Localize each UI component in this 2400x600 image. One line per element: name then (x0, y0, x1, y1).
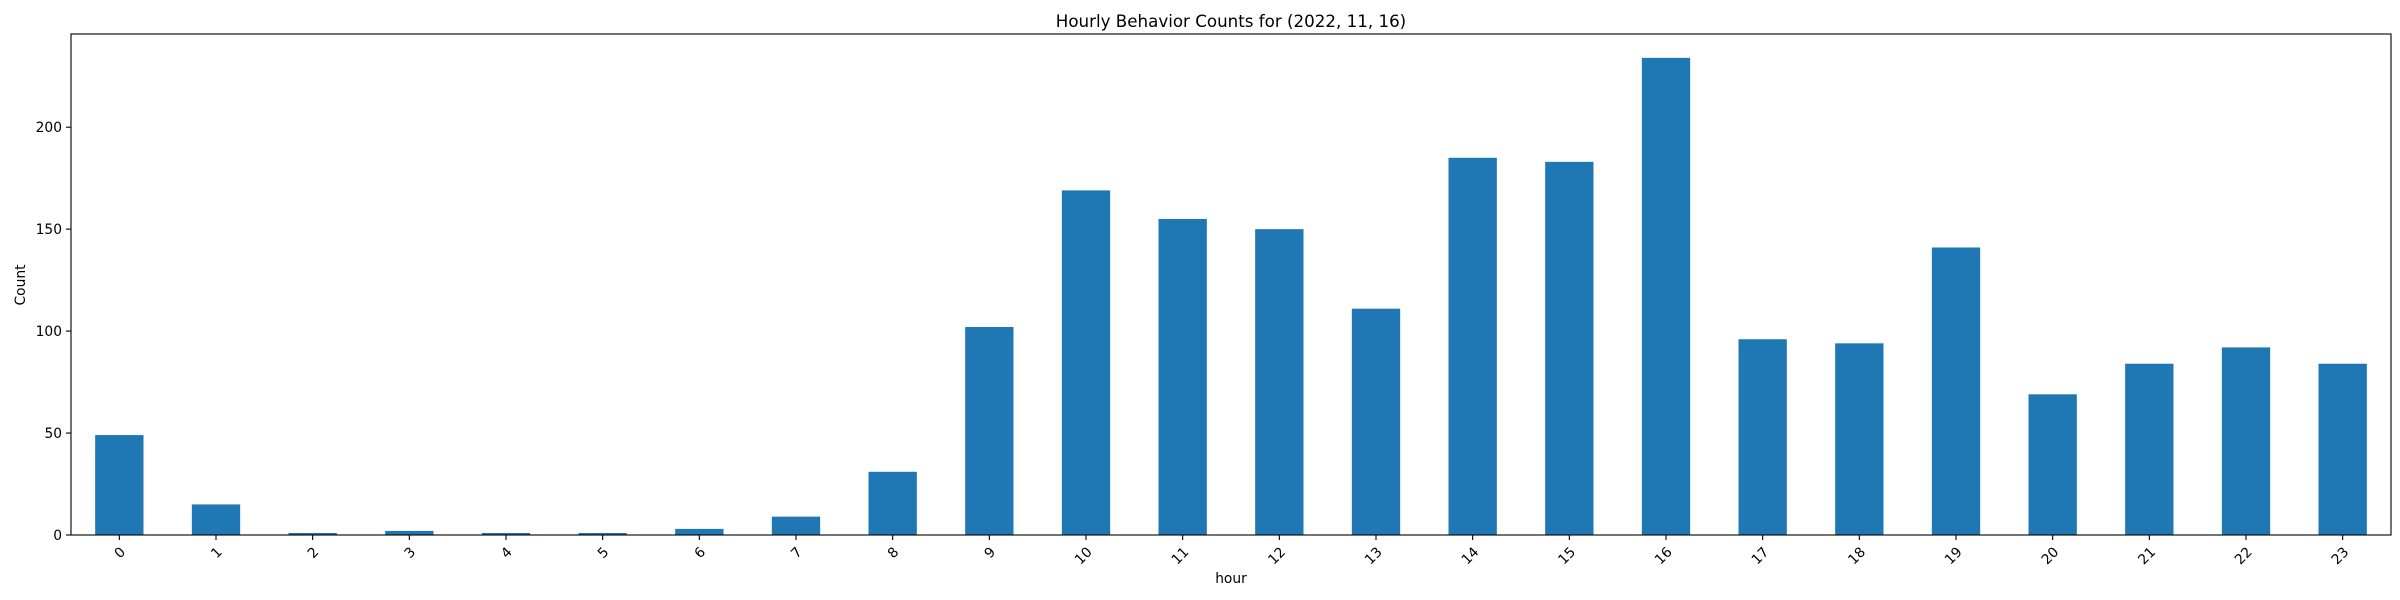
x-tick-label: 20 (2039, 544, 2063, 568)
y-tick-label: 50 (44, 426, 62, 442)
x-tick-label: 21 (2135, 544, 2159, 568)
bar-hour-0 (95, 435, 144, 535)
bar-hour-19 (1931, 247, 1981, 535)
bar-hour-18 (1835, 343, 1884, 535)
x-tick-label: 12 (1265, 544, 1289, 568)
bar-hour-16 (1641, 57, 1691, 535)
x-tick-label: 1 (208, 544, 226, 562)
x-axis-label: hour (1215, 571, 1247, 587)
x-tick-label: 5 (595, 544, 613, 562)
y-tick-label: 200 (36, 120, 62, 136)
x-tick-label: 16 (1652, 544, 1676, 568)
y-tick-label: 150 (36, 222, 62, 238)
y-axis-label: Count (13, 264, 29, 306)
plot-frame (70, 33, 2392, 536)
bar-hour-1 (191, 504, 241, 535)
bar-hour-14 (1448, 157, 1497, 535)
y-tick-label: 100 (36, 324, 62, 340)
bar-hour-6 (675, 528, 724, 535)
bar-hour-8 (868, 471, 917, 535)
x-tick-label: 7 (788, 544, 806, 562)
y-axis: 0 50 100 150 200 (36, 120, 71, 544)
x-tick-label: 18 (1845, 544, 1869, 568)
x-axis: 0 1 2 3 4 5 6 7 8 9 10 11 12 13 14 15 16 17 18 19 20 21 22 23 (111, 535, 2352, 568)
bar-hour-2 (288, 532, 337, 535)
x-tick-label: 19 (1942, 544, 1966, 568)
bar-hour-3 (385, 530, 434, 535)
bar-hour-21 (2125, 363, 2174, 535)
x-tick-label: 13 (1362, 544, 1386, 568)
x-tick-label: 0 (111, 544, 129, 562)
bar-hour-9 (965, 327, 1014, 535)
x-tick-label: 9 (981, 544, 999, 562)
bar-hour-11 (1158, 218, 1207, 535)
x-tick-label: 8 (885, 544, 903, 562)
x-tick-label: 17 (1749, 544, 1773, 568)
x-tick-label: 2 (305, 544, 323, 562)
chart-title: Hourly Behavior Counts for (2022, 11, 16… (1056, 11, 1406, 31)
bar-hour-23 (2318, 363, 2367, 535)
y-tick-label: 0 (53, 528, 62, 544)
x-tick-label: 14 (1459, 544, 1483, 568)
x-tick-label: 23 (2329, 544, 2353, 568)
x-tick-label: 6 (691, 544, 709, 562)
x-tick-label: 4 (498, 544, 516, 562)
bar-hour-22 (2221, 347, 2271, 535)
bar-hour-20 (2028, 394, 2077, 535)
bar-hour-12 (1255, 229, 1304, 535)
x-tick-label: 10 (1072, 544, 1096, 568)
bar-hour-17 (1738, 339, 1787, 535)
x-tick-label: 22 (2232, 544, 2256, 568)
bar-hour-15 (1545, 161, 1594, 535)
bar-hour-5 (578, 532, 627, 535)
bar-hour-4 (481, 532, 531, 535)
bar-hour-10 (1061, 190, 1111, 535)
bar-hour-7 (771, 516, 821, 535)
x-tick-label: 11 (1169, 544, 1193, 568)
bar-hour-13 (1351, 308, 1401, 535)
x-tick-label: 3 (401, 544, 419, 562)
x-tick-label: 15 (1555, 544, 1579, 568)
bars (95, 57, 2367, 535)
